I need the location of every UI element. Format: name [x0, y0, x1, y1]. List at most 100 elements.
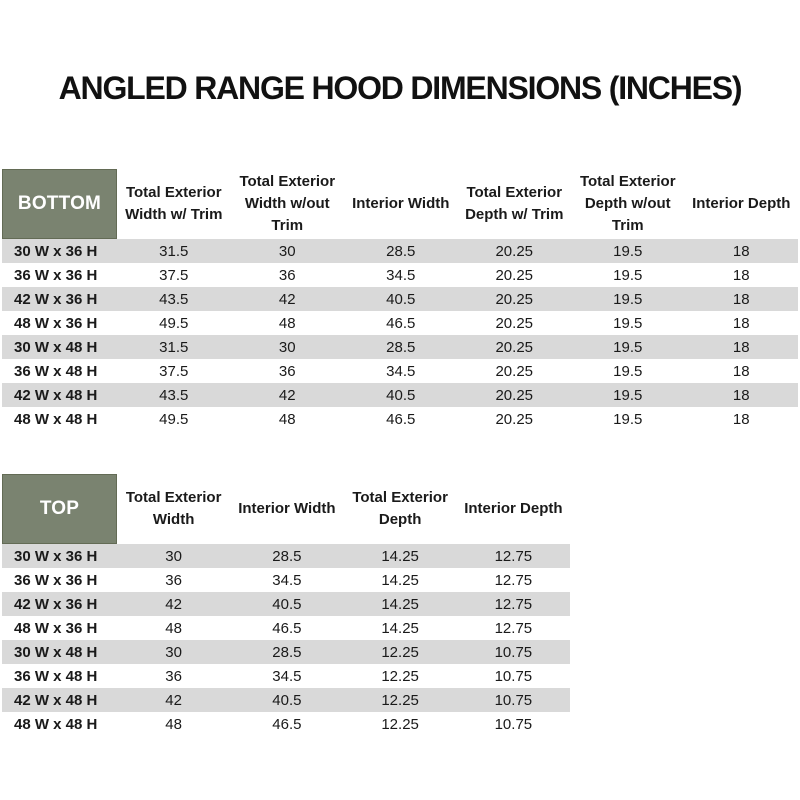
cell-value: 40.5: [344, 287, 458, 311]
cell-value: 40.5: [230, 592, 344, 616]
cell-value: 19.5: [571, 335, 685, 359]
row-label: 36 W x 36 H: [2, 263, 117, 287]
top-table-title: TOP: [2, 474, 117, 544]
cell-value: 49.5: [117, 407, 231, 431]
cell-value: 31.5: [117, 335, 231, 359]
cell-value: 20.25: [457, 287, 571, 311]
cell-value: 48: [230, 311, 344, 335]
cell-value: 34.5: [230, 568, 344, 592]
cell-value: 46.5: [344, 407, 458, 431]
cell-value: 28.5: [344, 239, 458, 263]
cell-value: 28.5: [230, 544, 344, 568]
top-dimensions-table: TOP Total Exterior Width Interior Width Tot…: [2, 474, 570, 736]
cell-value: 46.5: [230, 616, 344, 640]
column-header: Interior Width: [344, 169, 458, 239]
column-header: Interior Width: [230, 474, 344, 544]
cell-value: 49.5: [117, 311, 231, 335]
cell-value: 12.25: [343, 640, 457, 664]
bottom-table-title: BOTTOM: [2, 169, 117, 239]
cell-value: 14.25: [343, 592, 457, 616]
row-label: 48 W x 36 H: [2, 311, 117, 335]
bottom-dimensions-table: BOTTOM Total Exterior Width w/ Trim Total …: [2, 169, 798, 431]
cell-value: 18: [684, 359, 798, 383]
cell-value: 18: [684, 239, 798, 263]
cell-value: 40.5: [230, 688, 344, 712]
cell-value: 42: [117, 688, 231, 712]
cell-value: 19.5: [571, 239, 685, 263]
cell-value: 10.75: [456, 712, 570, 736]
cell-value: 20.25: [457, 335, 571, 359]
column-header: Total Exterior Depth: [343, 474, 457, 544]
column-header: Total Exterior Width: [117, 474, 231, 544]
row-label: 42 W x 48 H: [2, 383, 117, 407]
row-label: 36 W x 48 H: [2, 664, 117, 688]
cell-value: 20.25: [457, 383, 571, 407]
cell-value: 10.75: [456, 640, 570, 664]
cell-value: 12.25: [343, 712, 457, 736]
cell-value: 37.5: [117, 359, 231, 383]
cell-value: 20.25: [457, 263, 571, 287]
column-header: Total Exterior Depth w/out Trim: [571, 169, 685, 239]
row-label: 48 W x 48 H: [2, 407, 117, 431]
cell-value: 12.25: [343, 688, 457, 712]
cell-value: 12.75: [456, 616, 570, 640]
row-label: 30 W x 48 H: [2, 640, 117, 664]
cell-value: 30: [117, 640, 231, 664]
cell-value: 36: [230, 263, 344, 287]
row-label: 42 W x 48 H: [2, 688, 117, 712]
column-header: Total Exterior Width w/out Trim: [230, 169, 344, 239]
cell-value: 42: [230, 383, 344, 407]
row-label: 36 W x 48 H: [2, 359, 117, 383]
cell-value: 20.25: [457, 407, 571, 431]
cell-value: 37.5: [117, 263, 231, 287]
cell-value: 36: [230, 359, 344, 383]
cell-value: 48: [117, 616, 231, 640]
cell-value: 42: [230, 287, 344, 311]
column-header: Total Exterior Depth w/ Trim: [457, 169, 571, 239]
cell-value: 18: [684, 263, 798, 287]
cell-value: 31.5: [117, 239, 231, 263]
row-label: 48 W x 48 H: [2, 712, 117, 736]
cell-value: 36: [117, 568, 231, 592]
cell-value: 30: [117, 544, 231, 568]
cell-value: 28.5: [230, 640, 344, 664]
cell-value: 20.25: [457, 239, 571, 263]
row-label: 36 W x 36 H: [2, 568, 117, 592]
cell-value: 34.5: [230, 664, 344, 688]
cell-value: 18: [684, 287, 798, 311]
cell-value: 42: [117, 592, 231, 616]
cell-value: 34.5: [344, 263, 458, 287]
cell-value: 18: [684, 407, 798, 431]
cell-value: 30: [230, 239, 344, 263]
cell-value: 19.5: [571, 287, 685, 311]
cell-value: 28.5: [344, 335, 458, 359]
column-header: Interior Depth: [684, 169, 798, 239]
row-label: 30 W x 48 H: [2, 335, 117, 359]
cell-value: 19.5: [571, 311, 685, 335]
cell-value: 43.5: [117, 287, 231, 311]
cell-value: 12.25: [343, 664, 457, 688]
cell-value: 40.5: [344, 383, 458, 407]
cell-value: 10.75: [456, 664, 570, 688]
row-label: 42 W x 36 H: [2, 592, 117, 616]
cell-value: 19.5: [571, 359, 685, 383]
cell-value: 19.5: [571, 263, 685, 287]
cell-value: 46.5: [344, 311, 458, 335]
cell-value: 30: [230, 335, 344, 359]
cell-value: 18: [684, 383, 798, 407]
cell-value: 48: [117, 712, 231, 736]
cell-value: 12.75: [456, 592, 570, 616]
cell-value: 14.25: [343, 568, 457, 592]
cell-value: 48: [230, 407, 344, 431]
cell-value: 34.5: [344, 359, 458, 383]
column-header: Total Exterior Width w/ Trim: [117, 169, 231, 239]
cell-value: 18: [684, 311, 798, 335]
cell-value: 12.75: [456, 544, 570, 568]
cell-value: 10.75: [456, 688, 570, 712]
cell-value: 20.25: [457, 311, 571, 335]
page-title: ANGLED RANGE HOOD DIMENSIONS (INCHES): [58, 70, 743, 106]
cell-value: 20.25: [457, 359, 571, 383]
cell-value: 12.75: [456, 568, 570, 592]
cell-value: 14.25: [343, 544, 457, 568]
